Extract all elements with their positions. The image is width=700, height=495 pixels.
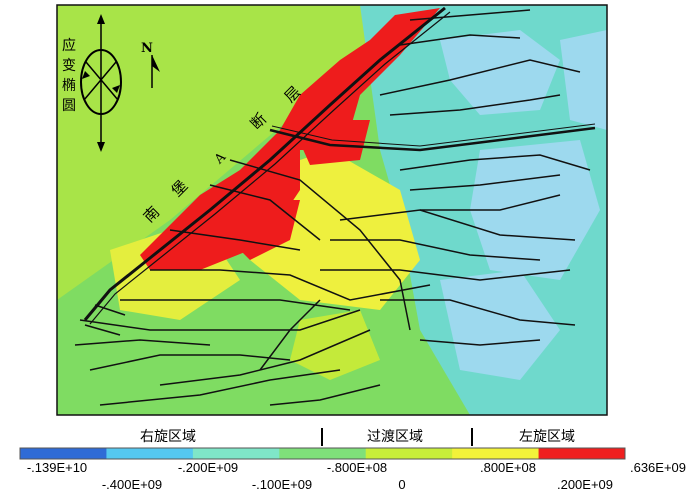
fault-c3 bbox=[169, 229, 301, 251]
arrow-down-icon bbox=[97, 142, 105, 152]
ellipse-label-char: 变 bbox=[62, 58, 76, 74]
north-label: N bbox=[141, 41, 153, 56]
ellipse-label: 应 变 椭 圆 bbox=[62, 37, 76, 114]
fault-lines bbox=[74, 6, 596, 406]
map-border bbox=[56, 4, 608, 416]
ellipse-shear-line-2 bbox=[83, 61, 117, 101]
fault-n4 bbox=[389, 94, 561, 116]
fault-s7 bbox=[259, 299, 321, 371]
fault-main bbox=[83, 6, 446, 321]
legend-color-swatch bbox=[365, 448, 453, 459]
legend-bar-border bbox=[19, 447, 626, 460]
legend-tick-top: .636E+09 bbox=[630, 460, 686, 475]
fault-s1 bbox=[79, 309, 361, 331]
zone-label-transition: 过渡区域 bbox=[367, 429, 423, 445]
north-arrow: N bbox=[141, 41, 160, 88]
legend-color-swatch bbox=[20, 448, 107, 459]
fault-east-branch-parallel bbox=[271, 123, 596, 147]
fault-c4 bbox=[150, 269, 431, 301]
fault-e7 bbox=[380, 299, 576, 326]
fault-c2 bbox=[209, 184, 321, 241]
field-red-patch-3 bbox=[230, 200, 300, 260]
fault-e5 bbox=[330, 239, 541, 261]
zone-label-left-lateral: 左旋区域 bbox=[519, 429, 575, 445]
arrow-right-icon bbox=[112, 85, 120, 93]
legend-color-swatch bbox=[538, 448, 626, 459]
fault-w2 bbox=[84, 324, 121, 336]
legend-tick-top: .800E+08 bbox=[480, 460, 536, 475]
legend-tick-bottom: .200E+09 bbox=[557, 477, 613, 492]
fault-e6 bbox=[320, 269, 571, 281]
legend-color-bar bbox=[20, 448, 626, 459]
legend-tick-bottom: -.400E+09 bbox=[102, 477, 162, 492]
fault-s5 bbox=[99, 369, 341, 406]
field-blue-patch-3 bbox=[440, 270, 560, 380]
north-arrow-icon bbox=[152, 55, 160, 72]
legend-color-swatch bbox=[279, 448, 367, 459]
legend-color-swatch bbox=[192, 448, 280, 459]
legend-tick-bottom: 0 bbox=[398, 477, 405, 492]
legend-color-swatch bbox=[106, 448, 194, 459]
fault-s6 bbox=[269, 384, 381, 406]
ellipse-label-char: 椭 bbox=[62, 78, 76, 94]
fault-n3 bbox=[379, 59, 581, 96]
arrow-up-icon bbox=[97, 14, 105, 24]
fault-s3 bbox=[89, 354, 291, 371]
ellipse-label-char: 应 bbox=[62, 37, 76, 54]
fault-e3 bbox=[420, 194, 561, 211]
fault-c1 bbox=[229, 159, 411, 331]
strain-field bbox=[57, 5, 607, 415]
fault-n2 bbox=[399, 34, 521, 46]
strain-ellipse-symbol bbox=[80, 14, 122, 152]
field-blue-patch-4 bbox=[560, 30, 607, 130]
fault-e4 bbox=[339, 209, 576, 241]
fault-w1 bbox=[94, 304, 126, 316]
fault-e1 bbox=[399, 154, 591, 171]
ellipse-label-char: 圆 bbox=[62, 98, 76, 114]
fault-e2 bbox=[409, 174, 561, 191]
arrow-left-icon bbox=[82, 71, 90, 79]
legend-tick-top: -.200E+09 bbox=[178, 460, 238, 475]
ellipse-shear-line-1 bbox=[85, 61, 119, 101]
fault-s2 bbox=[74, 339, 211, 346]
legend-tick-top: -.139E+10 bbox=[27, 460, 87, 475]
strain-ellipse bbox=[80, 49, 122, 115]
fault-main-parallel bbox=[89, 11, 451, 325]
legend-tick-top: -.800E+08 bbox=[327, 460, 387, 475]
fault-e8 bbox=[419, 339, 541, 346]
legend-color-swatch bbox=[452, 448, 540, 459]
fault-east-branch bbox=[269, 126, 596, 152]
legend: 右旋区域 过渡区域 左旋区域 -.139E+10 -.200E+09 -.800… bbox=[19, 428, 686, 492]
fault-s4 bbox=[159, 329, 371, 386]
fault-n1 bbox=[409, 9, 531, 21]
legend-tick-bottom: -.100E+09 bbox=[252, 477, 312, 492]
field-blue-patch-1 bbox=[440, 30, 560, 115]
zone-label-right-lateral: 右旋区域 bbox=[140, 429, 196, 445]
field-blue-patch-2 bbox=[470, 140, 600, 280]
